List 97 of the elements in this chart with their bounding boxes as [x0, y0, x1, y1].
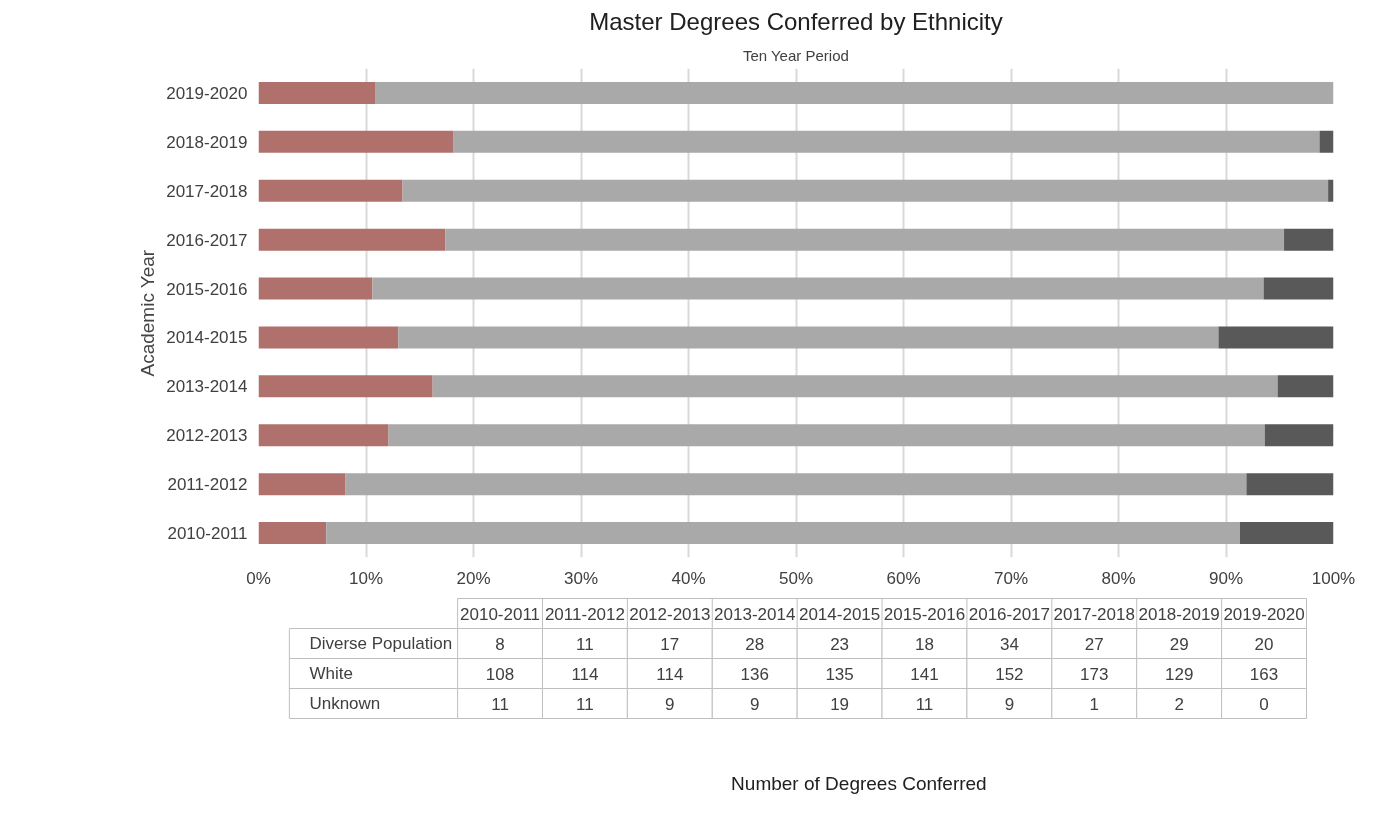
x-tick-label: 70%	[993, 568, 1029, 588]
x-tick-label: 2010-2011	[460, 604, 541, 624]
data-label: 163	[1249, 664, 1279, 684]
x-tick-label: 50%	[778, 568, 814, 588]
x-tick-label: 100%	[1311, 568, 1356, 588]
data-label: 173	[1080, 664, 1109, 684]
y-tick-label: 2017-2018	[166, 181, 248, 201]
bar	[258, 375, 433, 398]
data-label: 29	[1169, 634, 1189, 654]
data-label: 20	[1254, 634, 1274, 654]
bar	[402, 179, 1329, 202]
data-label: 11	[491, 694, 509, 714]
data-label: 0	[1259, 694, 1269, 714]
chart-title: Master Degrees Conferred by Ethnicity	[589, 7, 1003, 35]
data-label: 152	[995, 664, 1024, 684]
bar	[432, 375, 1278, 398]
bar	[258, 473, 346, 496]
bar	[258, 130, 454, 153]
x-tick-label: 40%	[671, 568, 706, 588]
data-label: 11	[576, 694, 594, 714]
bar	[1239, 522, 1334, 545]
data-label: 9	[749, 694, 760, 714]
y-tick-label: 2010-2011	[167, 524, 248, 544]
x-tick-label: 10%	[348, 568, 384, 588]
data-label: 27	[1084, 634, 1104, 654]
data-label: 23	[830, 634, 850, 654]
data-label: 129	[1164, 664, 1194, 684]
y-tick-label: 2016-2017	[166, 230, 248, 250]
x-tick-label: 2012-2013	[629, 604, 711, 624]
bar	[372, 277, 1264, 300]
x-tick-label: 2017-2018	[1053, 604, 1135, 624]
y-tick-label: 2019-2020	[166, 83, 248, 103]
bar	[1328, 179, 1334, 202]
bar	[258, 522, 327, 545]
data-label: 141	[910, 664, 939, 684]
bar	[1319, 130, 1334, 153]
y-axis-title: Academic Year	[137, 249, 159, 377]
y-tick-label: 2014-2015	[166, 328, 248, 348]
x-tick-label: 2011-2012	[544, 604, 625, 624]
bar	[1218, 326, 1334, 349]
x-tick-label: 60%	[886, 568, 921, 588]
bar	[453, 130, 1320, 153]
bar	[1263, 277, 1334, 300]
y-tick-label: Diverse Population	[309, 634, 453, 653]
bar	[258, 228, 446, 251]
data-label: 17	[660, 634, 680, 654]
x-tick-label: 2018-2019	[1138, 604, 1220, 624]
y-tick-label: 2012-2013	[166, 426, 248, 446]
data-label: 34	[999, 634, 1019, 654]
data-label: 18	[915, 634, 934, 654]
data-label: 11	[576, 634, 594, 654]
bar	[258, 424, 389, 447]
bar	[326, 522, 1240, 545]
data-label: 19	[830, 694, 850, 714]
bar	[375, 81, 1334, 104]
x-tick-label: 30%	[563, 568, 599, 588]
x-tick-label: 0%	[246, 568, 271, 588]
data-label: 9	[1004, 694, 1015, 714]
y-tick-label: White	[309, 664, 353, 683]
bar	[1277, 375, 1334, 398]
bar	[258, 179, 403, 202]
y-tick-label: 2015-2016	[166, 279, 248, 299]
data-label: 11	[915, 694, 934, 714]
data-label: 114	[571, 664, 599, 684]
data-label: 1	[1089, 694, 1100, 714]
bar	[445, 228, 1285, 251]
bar	[1284, 228, 1334, 251]
x-tick-label: 90%	[1208, 568, 1244, 588]
bar	[258, 277, 373, 300]
y-tick-label: 2018-2019	[166, 132, 248, 152]
y-tick-label: 2013-2014	[166, 377, 248, 397]
x-tick-label: 20%	[456, 568, 491, 588]
data-label: 108	[485, 664, 515, 684]
data-label: 135	[825, 664, 854, 684]
bar	[398, 326, 1219, 349]
data-label: 136	[740, 664, 769, 684]
data-label: 8	[495, 634, 505, 654]
bar	[258, 326, 399, 349]
bar	[1246, 473, 1334, 496]
y-tick-label: Unknown	[309, 694, 381, 713]
x-tick-label: 2015-2016	[883, 604, 966, 624]
bar	[345, 473, 1247, 496]
x-tick-label: 2014-2015	[798, 604, 881, 624]
data-label: 9	[665, 694, 675, 714]
x-tick-label: 80%	[1101, 568, 1136, 588]
x-tick-label: 2019-2020	[1223, 604, 1305, 624]
bar	[1264, 424, 1334, 447]
y-tick-label: 2011-2012	[167, 475, 248, 495]
data-label: 2	[1174, 694, 1184, 714]
bar	[388, 424, 1265, 447]
data-label: 114	[656, 664, 684, 684]
x-tick-label: 2013-2014	[714, 604, 796, 624]
x-axis-title: Number of Degrees Conferred	[731, 773, 987, 794]
bar	[258, 81, 376, 104]
x-tick-label: 2016-2017	[968, 604, 1051, 624]
data-label: 28	[745, 634, 765, 654]
chart-subtitle: Ten Year Period	[742, 46, 849, 64]
